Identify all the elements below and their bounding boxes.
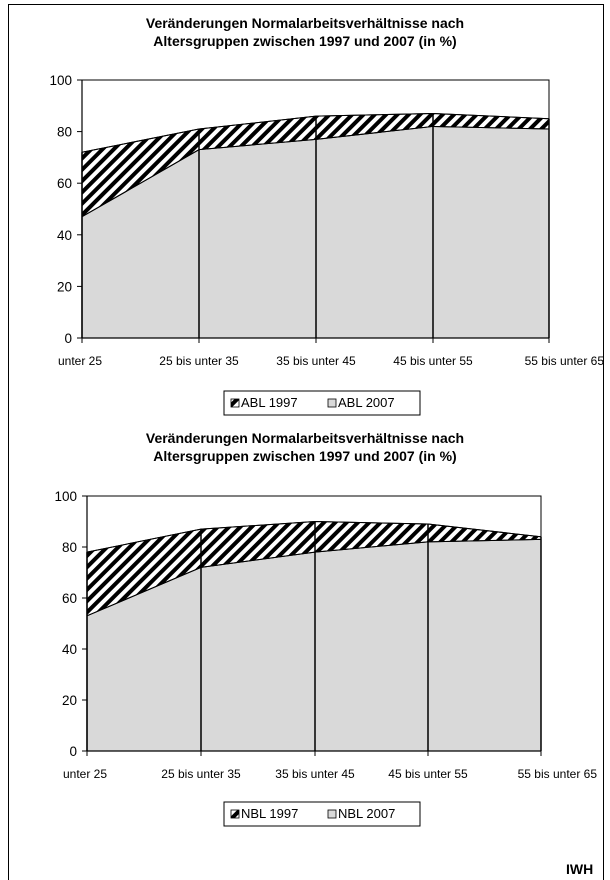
y-tick-label: 40 bbox=[62, 642, 77, 657]
x-category-label: 55 bis unter 65 bbox=[518, 767, 598, 781]
legend-label-2007: NBL 2007 bbox=[338, 806, 395, 821]
y-tick-label: 60 bbox=[57, 176, 72, 191]
y-tick-label: 40 bbox=[57, 228, 72, 243]
legend-swatch-2007 bbox=[327, 398, 337, 408]
x-category-label: 25 bis unter 35 bbox=[161, 767, 241, 781]
legend-label-1997: ABL 1997 bbox=[241, 395, 298, 410]
series-line-1997 bbox=[86, 520, 542, 553]
chart-abl: Veränderungen Normalarbeitsverhältnisse … bbox=[49, 15, 605, 416]
series-line-2007 bbox=[81, 125, 550, 218]
series-line-1997 bbox=[81, 113, 550, 153]
y-tick-label: 0 bbox=[69, 744, 77, 759]
y-tick-label: 100 bbox=[49, 73, 72, 88]
legend-swatch-2007 bbox=[327, 809, 337, 819]
legend-swatch-1997 bbox=[230, 809, 240, 819]
legend-box bbox=[223, 801, 421, 827]
legend-label-2007: ABL 2007 bbox=[338, 395, 395, 410]
chart-title-line: Altersgruppen zwischen 1997 und 2007 (in… bbox=[153, 33, 456, 49]
x-category-label: 45 bis unter 55 bbox=[393, 354, 473, 368]
source-credit: IWH bbox=[566, 861, 594, 877]
y-tick-label: 60 bbox=[62, 591, 77, 606]
y-tick-label: 80 bbox=[57, 125, 72, 140]
y-tick-label: 0 bbox=[64, 331, 72, 346]
chart-nbl: Veränderungen Normalarbeitsverhältnisse … bbox=[54, 430, 598, 827]
x-category-label: 35 bis unter 45 bbox=[275, 767, 355, 781]
legend-swatch-1997 bbox=[230, 398, 240, 408]
x-category-label: unter 25 bbox=[63, 767, 107, 781]
chart-frame bbox=[8, 4, 604, 880]
x-category-label: 35 bis unter 45 bbox=[276, 354, 356, 368]
chart-title-line: Altersgruppen zwischen 1997 und 2007 (in… bbox=[153, 448, 456, 464]
chart-title-line: Veränderungen Normalarbeitsverhältnisse … bbox=[146, 15, 464, 31]
y-tick-label: 80 bbox=[62, 540, 77, 555]
legend: NBL 1997 NBL 2007 bbox=[223, 801, 421, 827]
y-tick-label: 100 bbox=[54, 489, 77, 504]
x-category-label: unter 25 bbox=[58, 354, 102, 368]
x-category-label: 25 bis unter 35 bbox=[159, 354, 239, 368]
y-tick-label: 20 bbox=[62, 693, 77, 708]
legend-label-1997: NBL 1997 bbox=[241, 806, 298, 821]
legend-box bbox=[223, 390, 421, 416]
legend: ABL 1997 ABL 2007 bbox=[223, 390, 421, 416]
chart-title-line: Veränderungen Normalarbeitsverhältnisse … bbox=[146, 430, 464, 446]
x-category-label: 45 bis unter 55 bbox=[388, 767, 468, 781]
y-tick-label: 20 bbox=[57, 279, 72, 294]
series-line-2007 bbox=[86, 538, 542, 617]
x-category-label: 55 bis unter 65 bbox=[525, 354, 605, 368]
